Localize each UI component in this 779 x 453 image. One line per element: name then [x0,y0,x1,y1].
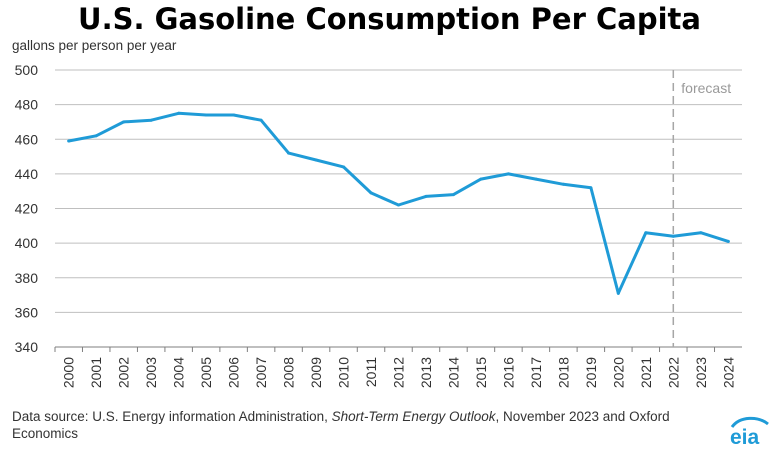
y-tick-label: 500 [15,62,39,78]
y-tick-label: 340 [15,339,39,355]
x-tick-label: 2011 [363,357,379,387]
x-tick-label: 2006 [226,357,242,388]
y-tick-label: 420 [15,201,39,217]
y-tick-label: 480 [15,97,39,113]
data-point [369,191,373,195]
data-point [287,151,291,155]
chart-title: U.S. Gasoline Consumption Per Capita [78,2,701,36]
x-tick-label: 2001 [88,357,104,388]
x-tick-label: 2018 [555,357,571,388]
source-publication: Short-Term Energy Outlook [331,409,496,424]
y-tick-label: 380 [15,270,39,286]
data-point [506,172,510,176]
x-tick-label: 2016 [500,357,516,388]
data-point [479,177,483,181]
data-point [94,134,98,138]
y-tick-label: 360 [15,304,39,320]
gridlines [55,69,742,348]
x-tick-label: 2005 [198,357,214,388]
data-point [232,113,236,117]
x-tick-label: 2000 [61,357,77,388]
line-chart: gallons per person per year 340 360 380 400… [12,38,742,388]
source-suffix: , November 2023 and Oxford Economics [12,409,670,441]
x-tick-label: 2010 [336,357,352,388]
x-tick-label: 2020 [610,357,626,388]
y-tick-label: 400 [15,235,39,251]
data-point [671,234,675,238]
eia-logo-arc [730,416,769,429]
x-tick-label: 2013 [418,357,434,388]
series-line [67,111,730,295]
x-tick-label: 2015 [473,357,489,388]
eia-logo: eia [730,416,769,448]
x-tick-label: 2002 [116,357,132,388]
data-point [699,231,703,235]
x-tick-label: 2019 [583,357,599,388]
x-tick-label: 2014 [445,357,461,388]
data-point [534,177,538,181]
x-tick-label: 2009 [308,357,324,388]
data-point [149,118,153,122]
x-axis-ticks: 2000 2001 2002 2003 2004 2005 2006 2007 2008 2009… [54,347,736,388]
forecast-label: forecast [681,80,731,96]
x-tick-label: 2007 [253,357,269,388]
x-tick-label: 2023 [693,357,709,388]
data-point [726,239,730,243]
y-axis-ticks: 340 360 380 400 420 440 460 480 500 [15,62,39,355]
data-point [561,182,565,186]
data-point [397,203,400,207]
data-point [259,118,263,122]
eia-logo-text: eia [730,426,760,448]
x-tick-label: 2003 [143,357,159,388]
data-point [451,193,455,197]
data-point [589,186,593,190]
y-axis-label: gallons per person per year [12,38,177,53]
data-point [122,120,126,124]
data-point [342,165,346,169]
data-point [67,139,71,143]
data-point [644,231,648,235]
y-tick-label: 440 [15,166,39,182]
x-tick-label: 2012 [391,357,407,388]
data-point [204,113,208,117]
y-tick-label: 460 [15,131,39,147]
x-tick-label: 2021 [638,357,654,388]
x-tick-label: 2017 [528,357,544,388]
x-tick-label: 2022 [665,357,681,388]
series-layer [67,111,730,295]
data-point [314,158,318,162]
source-prefix: Data source: U.S. Energy information Adm… [12,409,332,424]
x-tick-label: 2008 [281,357,297,388]
x-tick-label: 2004 [171,357,187,388]
data-point [177,111,181,115]
x-tick-label: 2024 [720,357,736,388]
data-point [616,291,620,295]
data-source-note: Data source: U.S. Energy information Adm… [12,408,712,442]
data-point [424,194,428,198]
